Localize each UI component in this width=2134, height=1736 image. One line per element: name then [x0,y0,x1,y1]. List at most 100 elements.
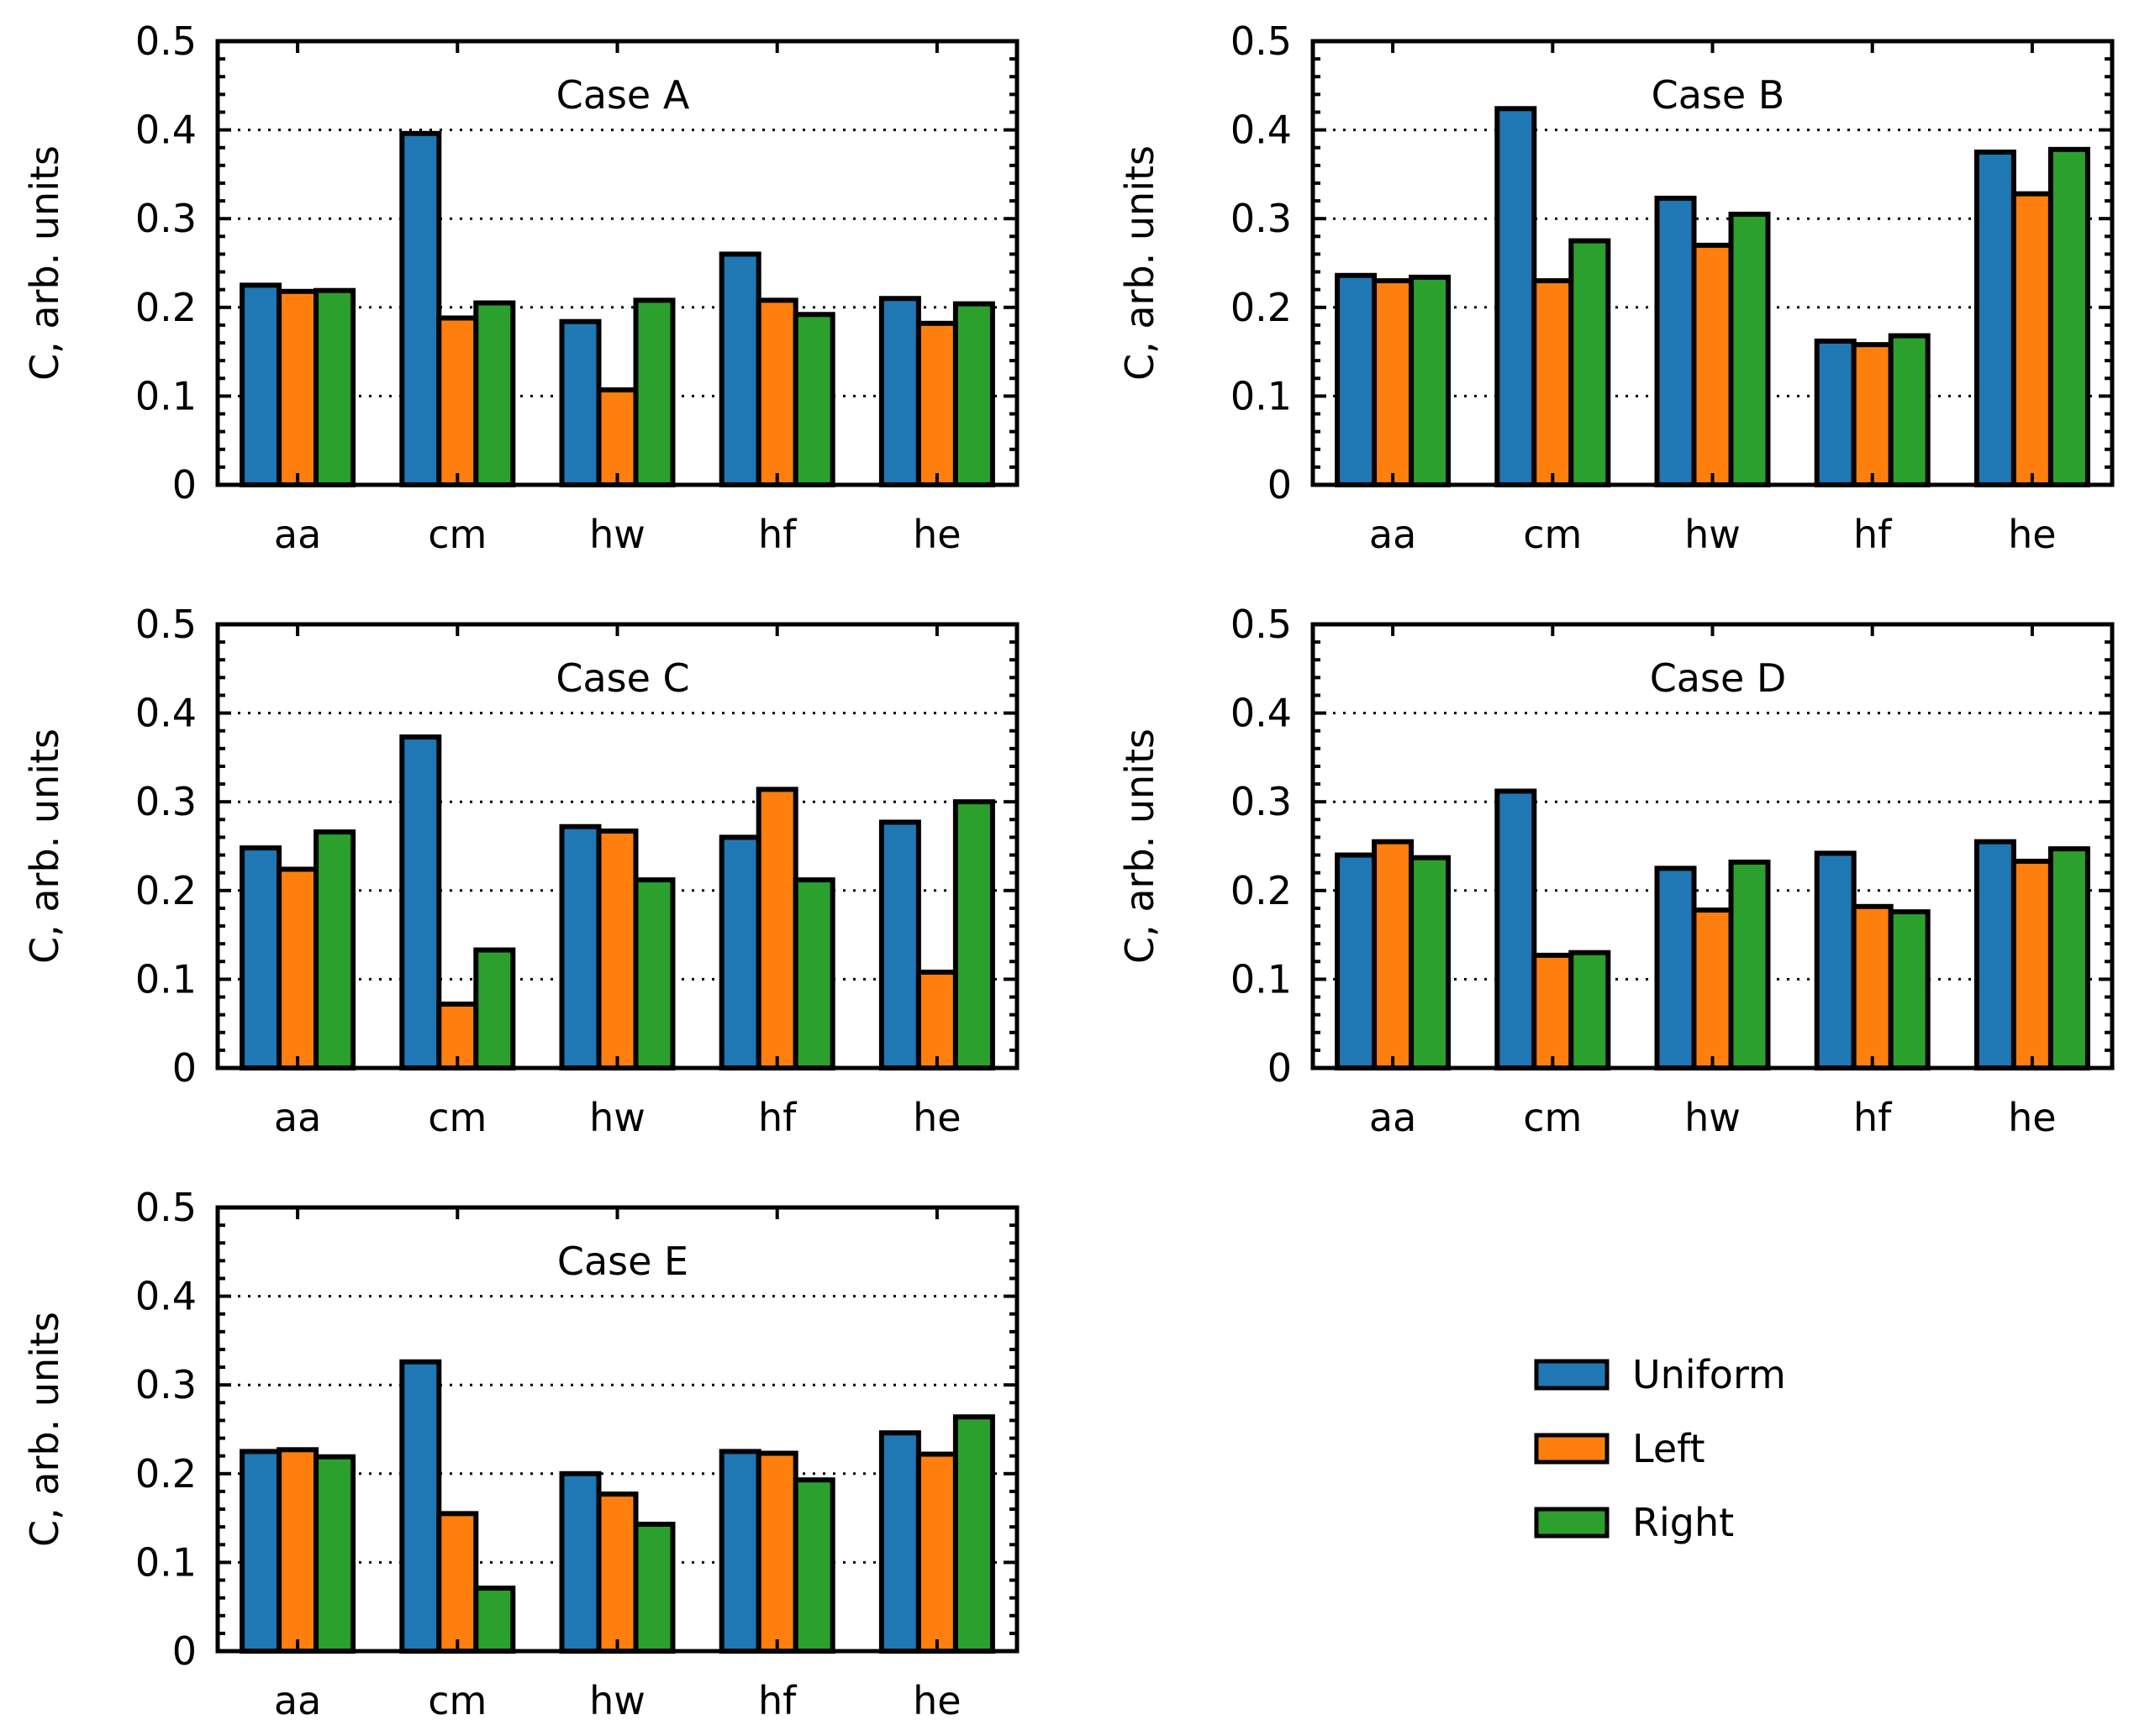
y-axis-label: C, arb. units [1117,729,1162,964]
y-tick-label: 0 [172,462,197,508]
bar-right-he [952,1414,995,1654]
bar-left-hw [596,1491,639,1654]
bar-left-aa [277,1447,319,1654]
bar-uniform-he [878,819,921,1071]
bar-left-aa [277,288,319,487]
bar-right-he [952,301,995,487]
y-tick-label: 0.3 [135,779,197,824]
bar-left-hw [1691,907,1734,1071]
y-axis-label: C, arb. units [22,1312,67,1547]
x-tick-label: aa [274,1095,321,1140]
y-tick-label: 0.4 [135,108,197,153]
y-tick-label: 0 [172,1628,197,1674]
bar-left-hf [756,297,798,487]
y-tick-label: 0.3 [1230,196,1292,241]
bar-right-hf [793,312,835,487]
x-tick-label: hf [758,1678,798,1723]
x-tick-label: hf [1853,1095,1893,1140]
bar-right-hw [633,1521,676,1654]
bar-left-hf [756,1450,798,1654]
panel-case-b: aa cm hw hf he 0 0.1 0.2 0.3 0.4 0.5 C, arb. units C… [1117,18,2115,557]
bar-right-hw [633,297,676,487]
bar-left-hf [756,786,798,1071]
x-tick-label: hw [1684,1095,1741,1140]
bar-uniform-aa [1335,852,1378,1071]
legend-swatch-right [1534,1507,1610,1539]
x-tick-label: aa [1369,1095,1416,1140]
y-tick-label: 0.4 [135,1274,197,1319]
legend-label-right: Right [1632,1500,1734,1545]
x-tick-label: cm [428,1678,487,1723]
chart-title: Case D [1650,655,1787,701]
bar-right-he [2047,846,2090,1071]
bar-right-hw [633,877,676,1071]
bar-right-he [2047,146,2090,487]
y-tick-label: 0.5 [1230,18,1292,64]
bar-uniform-he [1973,839,2016,1071]
bar-uniform-aa [240,282,282,487]
legend-swatch-uniform [1534,1359,1610,1391]
bar-uniform-cm [399,130,442,487]
bar-uniform-hw [1654,195,1697,488]
chart-title: Case B [1652,72,1785,118]
y-tick-label: 0.4 [1230,691,1292,736]
bar-left-aa [277,866,319,1071]
x-tick-label: cm [428,1095,487,1140]
y-tick-label: 0.5 [135,18,197,64]
legend-label-left: Left [1632,1426,1705,1471]
x-tick-label: hf [758,512,798,557]
bar-uniform-aa [240,1449,282,1654]
x-tick-label: hw [1684,512,1741,557]
y-tick-label: 0.2 [135,868,197,913]
chart-title: Case C [556,655,689,701]
x-tick-label: he [2008,512,2056,557]
bar-uniform-hf [719,1449,761,1654]
bar-right-cm [1568,950,1611,1071]
x-tick-label: he [913,512,961,557]
panel-case-c: aa cm hw hf he 0 0.1 0.2 0.3 0.4 0.5 C, arb. units C… [22,602,1020,1140]
bar-uniform-aa [1335,272,1378,487]
bar-uniform-he [878,1430,921,1654]
x-tick-label: he [913,1678,961,1723]
bar-left-hw [596,829,639,1071]
y-tick-label: 0.2 [135,1451,197,1497]
y-tick-label: 0.5 [135,602,197,647]
bar-left-cm [436,315,479,487]
bar-right-aa [314,287,356,487]
bar-uniform-aa [240,845,282,1071]
bar-left-hf [1851,903,1894,1071]
x-tick-label: he [913,1095,961,1140]
bar-left-hf [1851,342,1894,488]
panel-case-e: aa cm hw hf he 0 0.1 0.2 0.3 0.4 0.5 C, arb. units C… [22,1185,1020,1723]
y-tick-label: 0 [1267,1045,1292,1091]
bar-right-cm [473,300,516,487]
bar-uniform-cm [1494,788,1537,1071]
chart-title: Case A [556,72,690,118]
bar-left-he [915,1451,958,1654]
bar-uniform-hf [719,251,761,487]
x-tick-label: cm [428,512,487,557]
x-tick-label: hw [589,1678,645,1723]
x-tick-label: cm [1523,1095,1582,1140]
bar-uniform-he [1973,150,2016,487]
x-tick-label: cm [1523,512,1582,557]
x-tick-label: aa [274,512,321,557]
chart-title: Case E [557,1239,688,1284]
y-tick-label: 0.3 [135,196,197,241]
x-tick-label: hw [589,512,645,557]
bar-uniform-hf [1814,338,1857,488]
y-tick-label: 0.2 [135,285,197,330]
bar-right-hf [1888,333,1931,488]
bar-uniform-hf [1814,850,1857,1071]
y-tick-label: 0.1 [1230,373,1292,418]
bar-right-cm [1568,238,1611,487]
bar-right-hw [1728,211,1771,487]
legend-label-uniform: Uniform [1632,1352,1786,1397]
bar-right-he [952,799,995,1071]
bar-uniform-hw [1654,865,1697,1071]
bar-uniform-hf [719,834,761,1071]
legend: Uniform Left Right [1534,1352,1786,1545]
y-axis-label: C, arb. units [22,145,67,381]
panel-case-d: aa cm hw hf he 0 0.1 0.2 0.3 0.4 0.5 C, arb. units C… [1117,602,2115,1140]
